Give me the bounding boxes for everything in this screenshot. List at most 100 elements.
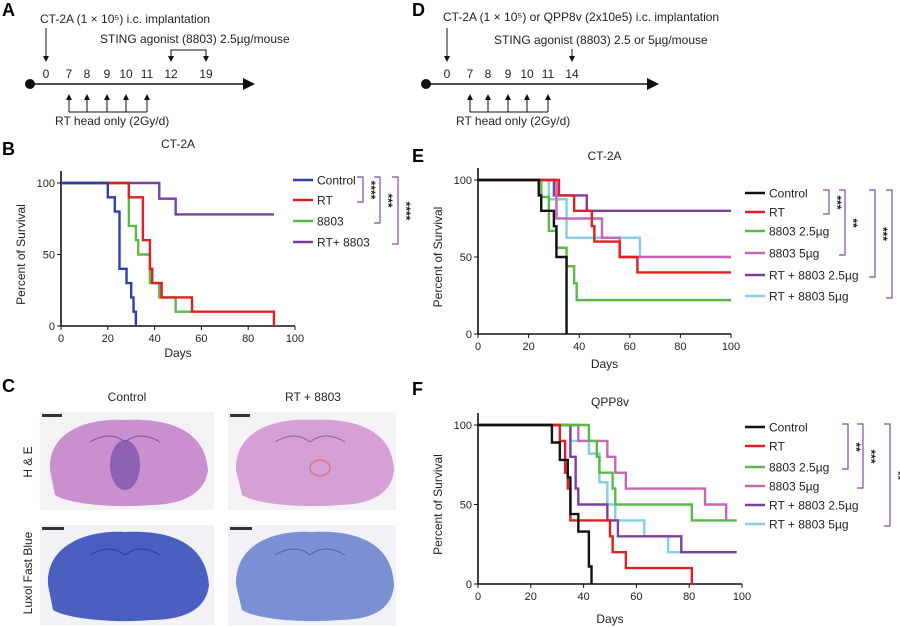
x-tick-label: 60	[195, 333, 207, 345]
survival-chart-e: CT-2A Days Percent of Survival 0 20 40 60 80 100…	[431, 149, 900, 371]
x-tick-label: 80	[674, 341, 686, 353]
row-title-he: H & E	[21, 446, 35, 477]
significance-bracket	[374, 176, 381, 224]
legend-label: 8803	[317, 215, 344, 229]
chart-title: CT-2A	[587, 149, 621, 163]
he-rt-8803-image	[228, 412, 396, 510]
day-label: 7	[467, 67, 474, 81]
legend-label: Control	[317, 174, 356, 188]
legend-label: RT + 8803 2.5µg	[769, 499, 859, 513]
panel-label-e: E	[412, 146, 424, 166]
lfb-rt-8803-image	[228, 525, 396, 625]
axes	[477, 168, 731, 335]
legend-label: RT	[317, 194, 333, 208]
significance-stars: **	[846, 218, 860, 228]
y-tick-label: 50	[460, 252, 472, 264]
x-tick-label: 40	[577, 591, 589, 603]
legend-label: 8803 2.5µg	[769, 461, 829, 475]
x-tick-label: 0	[58, 333, 64, 345]
significance-bracket	[869, 189, 876, 278]
x-tick-label: 100	[733, 591, 751, 603]
x-tick-label: 80	[242, 333, 254, 345]
lfb-control-image	[40, 525, 214, 625]
y-tick-label: 0	[49, 321, 55, 333]
significance-stars: ****	[399, 202, 413, 221]
significance-bracket	[842, 423, 849, 470]
panel-label-b: B	[2, 139, 15, 159]
x-tick-label: 20	[102, 333, 114, 345]
significance-bracket	[823, 189, 830, 215]
y-tick-label: 50	[43, 250, 55, 262]
panel-label-d: D	[412, 0, 425, 20]
x-axis-label: Days	[596, 612, 623, 626]
y-tick-label: 100	[37, 178, 55, 190]
survival-chart-f: QPP8v Days Percent of Survival 0 20 40 60 80 100…	[431, 395, 900, 626]
implant-label: CT-2A (1 × 10⁵) or QPP8v (2x10e5) i.c. i…	[443, 10, 719, 24]
y-axis-label: Percent of Survival	[431, 454, 445, 555]
he-control-image	[40, 412, 214, 510]
series-line-8803-2-5-g	[478, 423, 737, 522]
series-line-rt-8803-2-5-g	[478, 423, 737, 554]
chart-title: QPP8v	[591, 395, 629, 409]
x-tick-label: 20	[525, 591, 537, 603]
legend-label: 8803 5µg	[769, 247, 819, 261]
x-tick-label: 0	[475, 591, 481, 603]
day-label: 19	[199, 67, 213, 81]
significance-bracket	[839, 189, 846, 256]
axes	[477, 413, 742, 585]
axes	[60, 171, 295, 327]
legend-label: RT	[769, 206, 785, 220]
x-tick-label: 100	[286, 333, 304, 345]
significance-bracket	[392, 176, 399, 245]
significance-stars: **	[893, 240, 900, 250]
x-tick-label: 40	[573, 341, 585, 353]
day-label: 12	[164, 67, 178, 81]
x-tick-label: 60	[624, 341, 636, 353]
series-line-8803-2-5-g	[478, 178, 731, 302]
legend-label: RT + 8803 2.5µg	[769, 269, 859, 283]
legend-label: 8803 2.5µg	[769, 225, 829, 239]
significance-bracket	[857, 423, 864, 489]
series-line-8803-5-g	[478, 178, 731, 259]
timeline-d: CT-2A (1 × 10⁵) or QPP8v (2x10e5) i.c. i…	[421, 10, 719, 128]
significance-bracket	[886, 189, 893, 299]
timeline-a: CT-2A (1 × 10⁵) i.c. implantation STING …	[25, 12, 290, 128]
y-tick-label: 50	[460, 500, 472, 512]
day-label: 8	[485, 67, 492, 81]
survival-chart-b: CT-2A Days Percent of Survival 0 20 40 60 80 100…	[14, 137, 413, 360]
series-line-8803-5-g	[478, 423, 728, 521]
day-label: 0	[43, 67, 50, 81]
histology-panel: Control RT + 8803 H & E Luxol Fast Blue	[21, 390, 396, 625]
series-line-rt	[478, 423, 694, 584]
significance-bracket	[884, 423, 891, 527]
y-tick-label: 100	[454, 175, 472, 187]
day-label: 7	[66, 67, 73, 81]
row-title-lfb: Luxol Fast Blue	[21, 531, 35, 614]
series-line-rt-8803-5-g	[478, 178, 731, 259]
implant-label: CT-2A (1 × 10⁵) i.c. implantation	[40, 12, 210, 26]
significance-stars: ***	[864, 449, 878, 463]
y-tick-label: 0	[466, 329, 472, 341]
x-tick-label: 60	[630, 591, 642, 603]
series-line-rt-8803-2-5-g	[478, 178, 731, 213]
rt-label: RT head only (2Gy/d)	[456, 114, 570, 128]
column-title-rt-8803: RT + 8803	[285, 390, 341, 404]
legend-label: RT + 8803 5µg	[769, 290, 849, 304]
day-label: 10	[520, 67, 534, 81]
significance-bracket	[357, 176, 364, 203]
series-line-rt-8803	[61, 181, 274, 216]
legend-label: RT	[769, 440, 785, 454]
significance-stars: ***	[830, 195, 844, 209]
y-axis-label: Percent of Survival	[14, 204, 28, 305]
series-line-control	[61, 181, 138, 326]
y-tick-label: 0	[466, 579, 472, 591]
x-tick-label: 100	[722, 341, 740, 353]
significance-stars: **	[891, 471, 900, 481]
significance-stars: ***	[381, 193, 395, 207]
x-axis-label: Days	[591, 357, 618, 371]
significance-stars: **	[849, 442, 863, 452]
x-tick-label: 40	[148, 333, 160, 345]
x-tick-label: 0	[475, 341, 481, 353]
agonist-label: STING agonist (8803) 2.5 or 5µg/mouse	[494, 33, 708, 47]
